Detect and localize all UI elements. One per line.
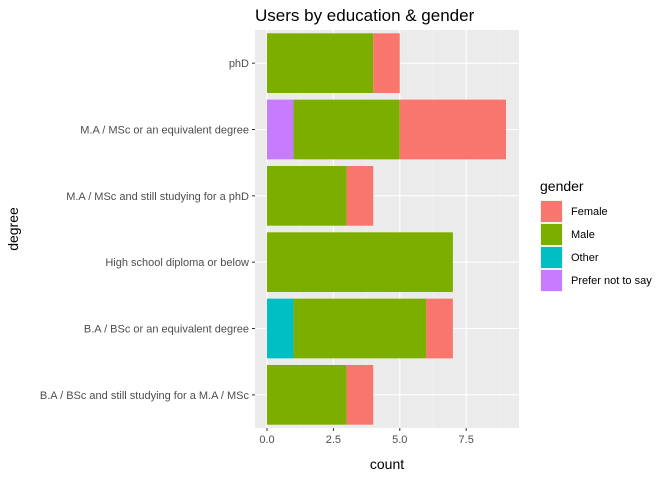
bar-segment-male <box>293 99 400 160</box>
plot-panel <box>255 30 519 428</box>
y-axis-title: degree <box>5 207 21 251</box>
y-tick-label: phD <box>229 58 249 70</box>
x-axis-ticks: 0.0 2.5 5.0 7.5 <box>259 428 474 446</box>
bar-segment-female <box>399 99 506 160</box>
bar-segment-female <box>373 33 400 94</box>
bar-segment-male <box>293 298 427 359</box>
legend-label-other: Other <box>571 252 599 264</box>
bar-segment-male <box>267 165 347 226</box>
y-tick-label: B.A / BSc and still studying for a M.A /… <box>40 390 250 402</box>
y-tick-label: High school diploma or below <box>105 257 249 269</box>
bar-segment-male <box>267 232 453 293</box>
x-tick-label: 5.0 <box>392 434 407 446</box>
bar-segment-prefer-not-to-say <box>267 99 294 160</box>
bar-segment-female <box>346 165 374 226</box>
chart-title: Users by education & gender <box>255 6 475 25</box>
bar-segment-male <box>267 364 347 425</box>
y-tick-label: M.A / MSc and still studying for a phD <box>66 191 249 203</box>
bar-segment-female <box>346 364 374 425</box>
x-axis-title: count <box>370 456 404 472</box>
x-tick-label: 2.5 <box>326 434 341 446</box>
bar-segment-female <box>426 298 453 359</box>
legend-swatch-prefer-not-to-say <box>541 270 562 291</box>
y-tick-label: B.A / BSc or an equivalent degree <box>84 324 249 336</box>
legend-swatch-male <box>541 224 562 245</box>
y-tick-label: M.A / MSc or an equivalent degree <box>80 125 249 137</box>
bar-segment-other <box>267 298 294 359</box>
x-tick-label: 7.5 <box>459 434 474 446</box>
legend-label-female: Female <box>571 206 608 218</box>
legend-swatch-female <box>541 201 562 222</box>
legend: gender Female Male Other Prefer not to say <box>540 178 652 292</box>
y-axis-ticks: phD M.A / MSc or an equivalent degree M.A … <box>40 58 255 402</box>
legend-label-prefer-not-to-say: Prefer not to say <box>571 275 652 287</box>
bar-segment-male <box>267 33 374 94</box>
x-tick-label: 0.0 <box>259 434 274 446</box>
legend-title: gender <box>540 178 584 194</box>
bars <box>267 33 506 425</box>
minor-gridlines <box>299 30 500 428</box>
legend-label-male: Male <box>571 229 595 241</box>
legend-swatch-other <box>541 247 562 268</box>
